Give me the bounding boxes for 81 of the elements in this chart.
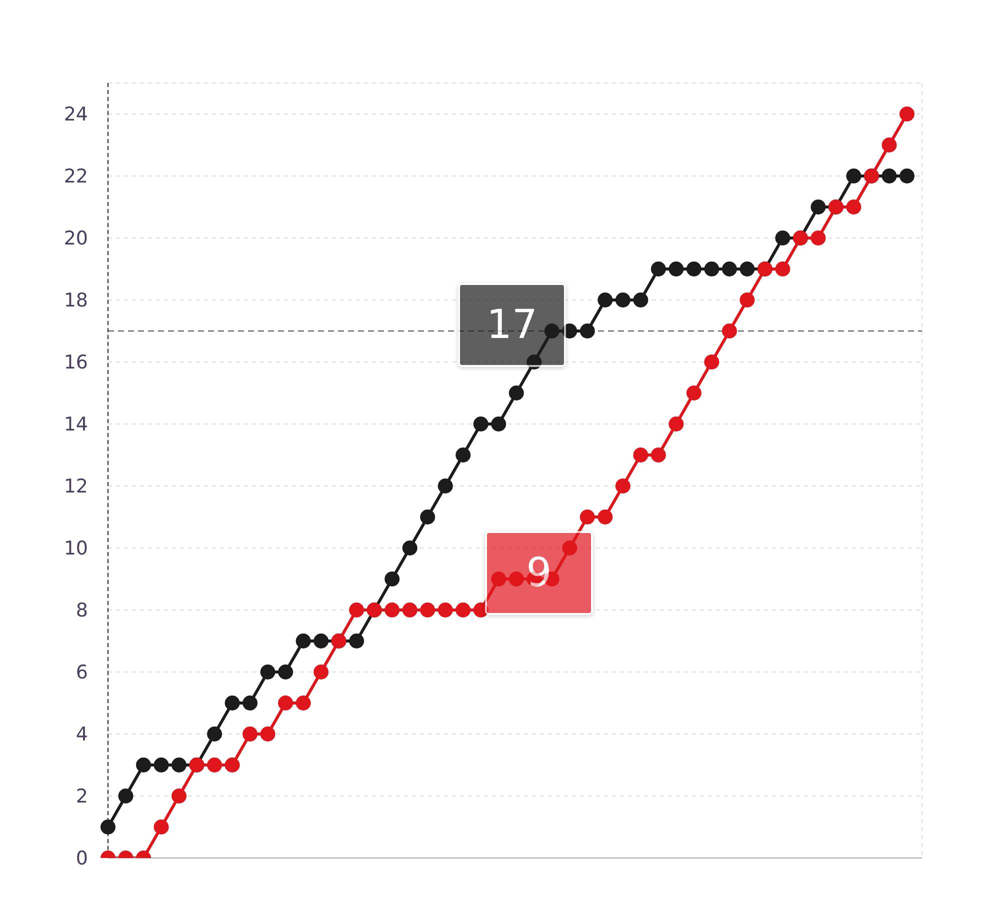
point (846, 168, 862, 184)
annotation: 9 (485, 531, 593, 615)
point (314, 634, 329, 648)
point (668, 262, 684, 276)
point (882, 138, 897, 152)
y-tick-label: 12 (64, 476, 88, 498)
point (686, 386, 702, 400)
point (650, 262, 666, 276)
point (420, 510, 436, 524)
point (224, 696, 240, 710)
point (118, 788, 134, 804)
point (704, 354, 720, 370)
point (278, 696, 294, 710)
point (882, 168, 897, 184)
point (473, 416, 488, 432)
y-tick-label: 20 (64, 228, 88, 250)
y-tick-label: 18 (64, 290, 88, 312)
point (775, 230, 790, 246)
point (349, 634, 364, 648)
y-tick-label: 10 (64, 538, 88, 560)
point (704, 262, 720, 276)
point (810, 230, 826, 246)
point (207, 758, 222, 772)
point (242, 726, 258, 742)
point (207, 726, 222, 742)
point (384, 572, 400, 586)
point (100, 820, 116, 834)
point (456, 448, 471, 462)
point (615, 292, 630, 308)
point (136, 758, 152, 772)
point (900, 168, 914, 184)
y-tick-label: 0 (76, 848, 88, 870)
point (456, 602, 471, 618)
point (438, 478, 453, 494)
y-tick-label: 14 (64, 414, 88, 436)
point (278, 664, 294, 680)
point (580, 324, 595, 338)
point (438, 602, 453, 618)
point (633, 292, 648, 308)
point (598, 292, 613, 308)
point (260, 664, 276, 680)
point (384, 602, 400, 618)
point (402, 540, 418, 556)
y-tick-label: 2 (76, 786, 88, 808)
annotation: 17 (458, 283, 566, 367)
point (172, 788, 187, 804)
y-tick-label: 8 (76, 600, 88, 622)
point (314, 664, 329, 680)
point (615, 478, 630, 494)
point (846, 200, 862, 214)
y-tick-label: 4 (76, 724, 88, 746)
point (224, 758, 240, 772)
point (491, 416, 506, 432)
y-tick-label: 6 (76, 662, 88, 684)
point (296, 696, 311, 710)
point (580, 510, 595, 524)
point (172, 758, 187, 772)
point (775, 262, 790, 276)
y-tick-label: 24 (64, 104, 88, 126)
point (668, 416, 684, 432)
point (722, 262, 737, 276)
y-tick-label: 16 (64, 352, 88, 374)
point (686, 262, 702, 276)
point (154, 820, 169, 834)
point (508, 386, 524, 400)
point (420, 602, 436, 618)
point (633, 448, 648, 462)
point (402, 602, 418, 618)
point (740, 292, 755, 308)
point (242, 696, 258, 710)
point (722, 324, 737, 338)
point (598, 510, 613, 524)
point (154, 758, 169, 772)
y-tick-label: 22 (64, 166, 88, 188)
point (296, 634, 311, 648)
point (650, 448, 666, 462)
point (260, 726, 276, 742)
point (740, 262, 755, 276)
point (349, 602, 364, 618)
point (810, 200, 826, 214)
point (900, 106, 914, 122)
